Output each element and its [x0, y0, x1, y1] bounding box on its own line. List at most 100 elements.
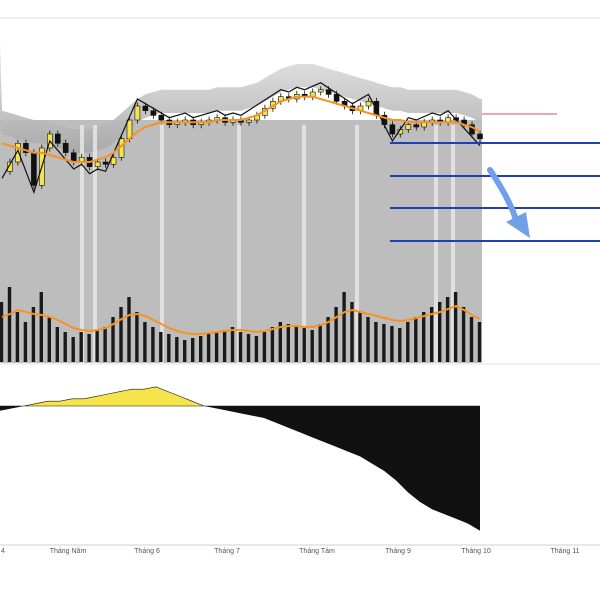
- volume-bar: [254, 336, 259, 362]
- volume-bars: [0, 287, 482, 362]
- oscillator-positive-area: [0, 386, 480, 407]
- candle-body: [246, 119, 252, 123]
- volume-bar: [119, 307, 123, 362]
- candle: [54, 130, 61, 147]
- candle-body: [333, 94, 340, 102]
- candle: [110, 153, 117, 168]
- highlight-column: [302, 125, 306, 363]
- candle-body: [365, 101, 372, 107]
- candle-body: [389, 124, 396, 135]
- x-tick-label: Tháng Tám: [299, 548, 335, 555]
- candle-body: [110, 157, 117, 165]
- candle-body: [405, 124, 412, 130]
- candle: [7, 158, 13, 175]
- candle: [150, 107, 157, 119]
- candle-body: [158, 115, 165, 121]
- volume-bar: [183, 340, 187, 362]
- highlight-column: [160, 125, 164, 363]
- volume-bar: [310, 330, 314, 362]
- volume-bar: [445, 297, 450, 362]
- candle-body: [325, 89, 332, 95]
- volume-bar: [422, 312, 426, 362]
- volume-bar: [87, 334, 91, 362]
- volume-bar: [206, 334, 211, 362]
- x-tick-label: Tháng 6: [134, 548, 160, 555]
- candle-body: [142, 105, 149, 111]
- highlight-column: [80, 125, 84, 363]
- candle-body: [134, 105, 141, 121]
- volume-bar: [230, 327, 235, 362]
- volume-bar: [477, 322, 482, 362]
- volume-bar: [31, 307, 36, 362]
- volume-bar: [238, 332, 243, 362]
- x-axis-ticks: 4 Tháng Năm Tháng 6 Tháng 7 Tháng Tám Tháng 9…: [1, 548, 580, 555]
- volume-bar: [430, 307, 434, 362]
- volume-bar: [270, 327, 275, 362]
- volume-bar: [47, 317, 51, 362]
- volume-bar: [7, 287, 12, 362]
- volume-bar: [199, 336, 203, 362]
- volume-bar: [23, 322, 28, 362]
- volume-bar: [366, 317, 370, 362]
- candle: [317, 86, 324, 96]
- volume-bar: [469, 317, 474, 362]
- candlesticks: [7, 86, 483, 189]
- x-tick-label: 4: [1, 548, 5, 555]
- volume-bar: [167, 334, 171, 362]
- volume-bar: [406, 322, 410, 362]
- volume-bar: [111, 317, 115, 362]
- volume-bar: [302, 328, 306, 362]
- volume-bar: [326, 317, 330, 362]
- candle: [309, 88, 316, 101]
- volume-bar: [350, 302, 354, 362]
- volume-bar: [286, 324, 290, 362]
- volume-bar: [358, 312, 362, 362]
- volume-bar: [135, 312, 139, 362]
- candle: [301, 90, 308, 101]
- highlight-column: [355, 125, 359, 363]
- volume-bar: [318, 324, 322, 362]
- volume-bar: [143, 322, 147, 362]
- volume-bar: [222, 330, 227, 362]
- highlight-columns: [80, 125, 455, 363]
- candle: [31, 149, 37, 189]
- candle: [62, 139, 69, 157]
- candle: [357, 102, 364, 115]
- volume-bar: [39, 292, 43, 362]
- x-tick-label: Tháng 7: [214, 548, 240, 555]
- candle-body: [150, 110, 157, 116]
- volume-bar: [175, 337, 179, 362]
- candle-body: [102, 161, 109, 165]
- volume-bar: [461, 307, 466, 362]
- candle: [142, 102, 149, 115]
- volume-bar: [453, 292, 458, 362]
- volume-bar: [262, 332, 267, 362]
- candle: [477, 130, 483, 143]
- volume-bar: [63, 332, 67, 362]
- volume-bar: [79, 332, 83, 362]
- volume-bar: [382, 324, 386, 362]
- candle: [102, 158, 109, 168]
- volume-bar: [246, 334, 251, 362]
- oscillator-negative-area: [0, 406, 480, 531]
- volume-bar: [151, 327, 155, 362]
- upper-envelope-band: [0, 40, 482, 153]
- volume-bar: [103, 327, 107, 362]
- volume-bar: [398, 328, 402, 362]
- highlight-column: [451, 125, 455, 363]
- x-tick-label: Tháng 11: [550, 548, 579, 555]
- volume-bar: [55, 327, 59, 362]
- candle: [23, 139, 29, 157]
- volume-bar: [414, 317, 418, 362]
- volume-bar: [15, 312, 20, 362]
- volume-bar: [191, 338, 195, 362]
- highlight-column: [237, 125, 241, 363]
- volume-ma-line: [1, 304, 481, 335]
- volume-bar: [438, 302, 442, 362]
- volume-bar: [0, 302, 4, 362]
- moving-average-line: [1, 95, 481, 163]
- arrow-head: [506, 212, 530, 238]
- zigzag-line: [1, 82, 481, 195]
- candle-body: [54, 133, 61, 144]
